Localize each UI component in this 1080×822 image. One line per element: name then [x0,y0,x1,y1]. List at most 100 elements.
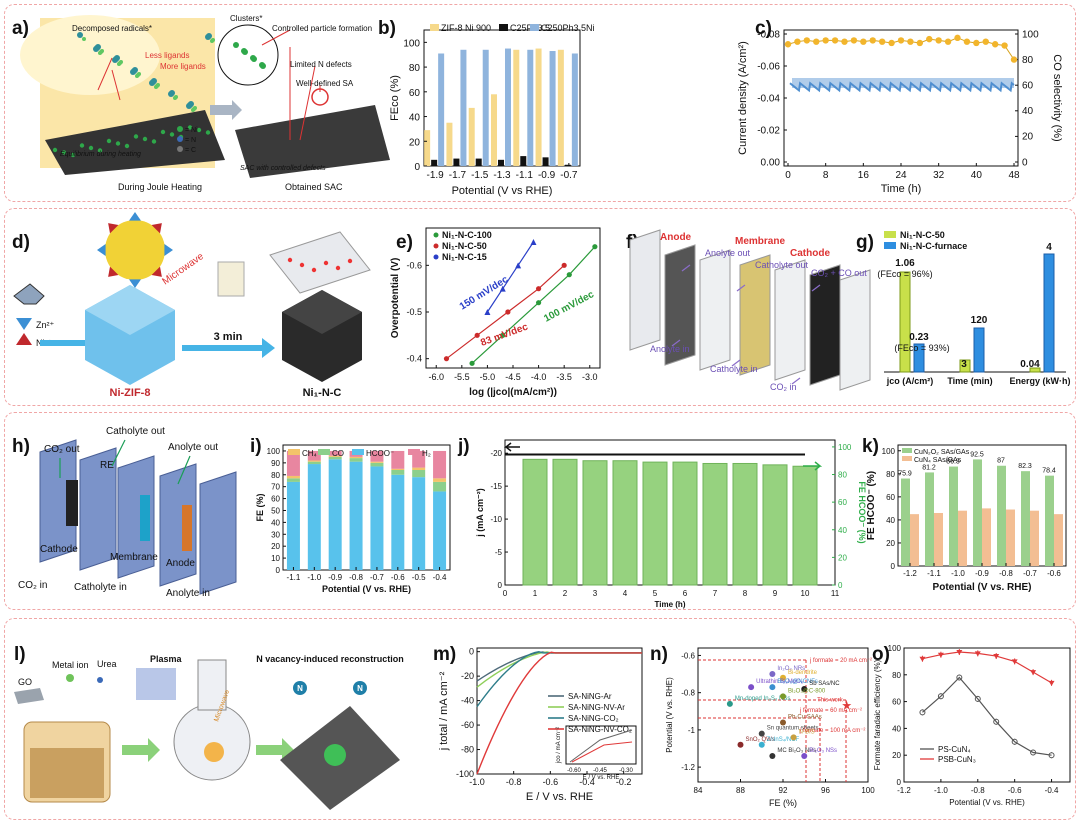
radical [130,69,136,75]
i-bar-0-5 [391,468,405,470]
g-category-label: jco (A/cm²) [886,376,934,386]
n-annotation-100: j formate = 100 mA cm⁻² [799,728,865,734]
i-xtick-label: -1.1 [287,573,301,582]
n-point [758,741,765,748]
j-ytick-label: -20 [490,449,502,458]
m-ytick-label: -100 [456,769,474,779]
ni-site [335,265,341,271]
b-bar-0-4 [513,49,520,167]
j-bar-6 [702,462,728,586]
d-text-ni-zif8: Ni-ZIF-8 [110,387,151,399]
e-ytick-label: -0.4 [406,354,422,364]
text-sac-controlled: SAC with controlled defects [240,165,326,172]
metal-atom [88,145,94,151]
l-n-atom-left [293,681,307,695]
g-legend-text-0: Ni₁-N-C-50 [900,230,945,240]
c-ytick-label: -0.06 [757,61,780,72]
n-annotation-20: j formate = 20 mA cm⁻² [809,658,872,664]
m-inset-xtick-label: -0.60 [567,768,581,774]
radical [168,91,174,97]
e-legend-text: Ni₁-N-C-50 [442,241,487,251]
metal-atom [205,130,211,135]
metal-atom [187,125,193,130]
i-bar-3-0 [286,450,300,476]
k-ytick-label: 0 [891,562,896,571]
i-bar-2-3 [349,461,363,570]
e-ytick-label: -0.5 [406,307,422,317]
i-bar-2-7 [433,491,447,570]
l-flask [173,703,251,781]
n-point-label: N-BIS [799,729,815,735]
j-xtick-label: 0 [503,589,508,598]
k-ytick-label: 40 [886,516,895,525]
o-ytick-label: 60 [892,698,901,707]
b-bar-0-6 [557,49,564,167]
f-text-co2-in: CO₂ in [770,382,797,392]
e-xtick-label: -5.5 [454,372,470,382]
i-xtick-label: -0.7 [370,573,384,582]
k-value-label: 81.2 [922,464,936,471]
j-ylabel: j (mA cm⁻²) [475,488,485,537]
m-ylabel: j total / mA cm⁻² [438,671,450,751]
b-bar-2-3 [505,48,511,166]
d-text-ni1-n-c: Ni₁-N-C [303,387,342,399]
l-n-atom-right [353,681,367,695]
f-flow-arrow [811,284,821,292]
b-bar-1-2 [475,158,482,166]
b-legend-text: C250Ph3.5Ni [541,23,595,33]
k-xtick-label: -0.9 [975,569,989,578]
n-point [769,671,776,678]
c-selectivity-point [869,37,876,44]
g-category-label: Energy (kW·h) [1009,376,1070,386]
l-go-sheet [14,688,44,704]
c-current-line [789,81,1015,93]
k-xlabel: Potential (V vs. RHE) [933,582,1032,593]
c-xlabel: Time (h) [881,183,922,195]
o-ytick-label: 40 [892,724,901,733]
f-text-anolyte-in: Anolyte in [650,344,690,354]
k-value-label: 75.9 [898,471,912,478]
metal-atom [52,147,58,153]
j-y2tick-label: 20 [838,553,847,562]
i-xtick-label: -0.4 [433,573,447,582]
i-bar-1-4 [370,462,384,467]
b-bar-1-4 [520,156,527,166]
l-text-plasma: Plasma [150,654,183,664]
text-controlled-particle: Controlled particle formation [272,24,372,33]
l-text-urea: Urea [97,659,117,669]
b-bar-1-0 [431,159,438,166]
l-text-metal-ion: Metal ion [52,660,89,670]
h-cell-plate-2 [117,455,155,579]
k-ytick-label: 100 [882,447,896,456]
i-bar-2-4 [370,466,384,570]
f-flow-arrow [791,377,801,385]
d-arrow-2 [182,338,275,358]
cluster-atom [259,62,265,68]
n-point-label: Ultrathin Bi₂MoO₆ [756,679,804,685]
panel-label-c: c) [755,18,772,39]
b-bar-2-5 [549,51,556,166]
c-selectivity-point [822,37,829,44]
panel-label-a: a) [12,18,29,39]
cluster-atom [241,48,247,54]
k-bar-1-5 [1030,510,1039,566]
cage-tetrahedron [151,223,162,234]
m-xtick-label: -0.2 [616,777,632,787]
f-flow-arrow [736,284,746,292]
n-point-label: Bi₂O₃@C-800 [788,688,826,694]
o-plot-frame [903,647,1071,783]
k-bar-1-2 [958,510,967,566]
j-ytick-label: -10 [490,515,502,524]
j-y2tick-label: 100 [838,443,852,452]
metal-atom [142,136,148,142]
c-y2tick-label: 80 [1022,55,1034,66]
e-line-0 [471,246,596,364]
f-text-anolyte-out: Anolyte out [705,248,751,258]
n-ytick-label: -1 [688,726,696,735]
k-bar-0-2 [949,466,958,566]
h-text-anolyte-out: Anolyte out [168,442,218,453]
h-cell-plate-0 [39,439,77,563]
b-xtick-label: -1.5 [471,170,489,181]
c-ylabel: Current density (A/cm²) [737,41,749,155]
ni-site [299,262,305,268]
